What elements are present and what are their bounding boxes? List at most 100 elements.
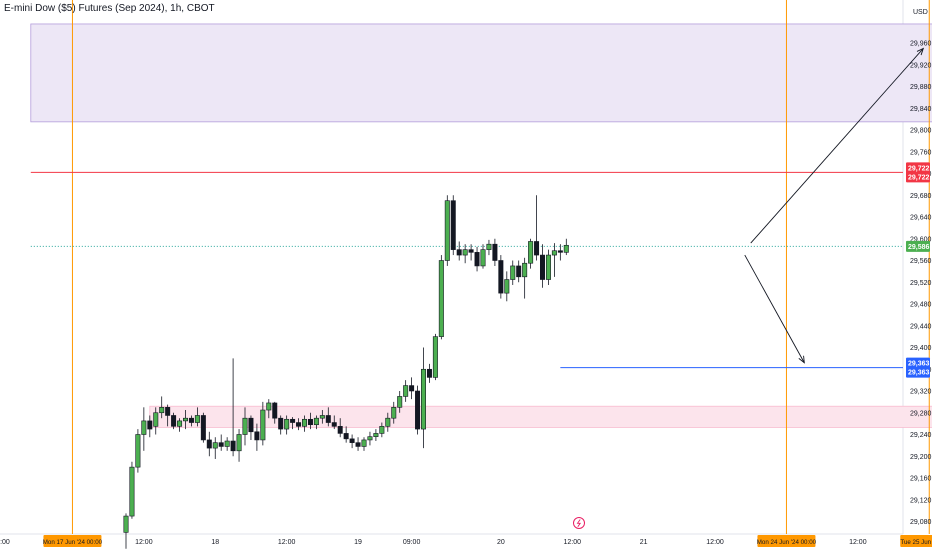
candle[interactable]: [432, 336, 438, 378]
candle[interactable]: [242, 417, 248, 435]
candle[interactable]: [147, 420, 153, 430]
candle[interactable]: [355, 442, 361, 447]
candle[interactable]: [284, 418, 290, 430]
candle[interactable]: [141, 420, 147, 435]
candle[interactable]: [212, 442, 218, 449]
candle[interactable]: [165, 407, 171, 416]
x-tick-label: 12:00: [563, 539, 581, 546]
last-price-tag-text: 29,586: [908, 244, 930, 251]
candle[interactable]: [397, 396, 403, 408]
candle[interactable]: [313, 417, 319, 426]
candle[interactable]: [194, 415, 200, 423]
candle[interactable]: [516, 265, 522, 278]
candle[interactable]: [498, 260, 504, 294]
candle[interactable]: [159, 407, 165, 414]
currency-label[interactable]: USD: [913, 9, 928, 16]
y-tick-label: 29,840: [910, 106, 932, 113]
candle[interactable]: [426, 368, 432, 378]
candle[interactable]: [361, 439, 367, 447]
candle[interactable]: [135, 434, 141, 468]
candle[interactable]: [236, 434, 242, 452]
red-level-tag: [906, 162, 930, 183]
candle[interactable]: [266, 402, 272, 411]
candle[interactable]: [188, 417, 194, 423]
x-tick-label: 21: [640, 539, 648, 546]
supply-zone[interactable]: [30, 23, 932, 123]
candle[interactable]: [438, 260, 444, 337]
x-tick-label: 18: [211, 539, 219, 546]
candle[interactable]: [385, 417, 391, 427]
candle[interactable]: [409, 385, 415, 392]
candle[interactable]: [206, 439, 212, 449]
candle[interactable]: [129, 466, 135, 517]
y-tick-label: 29,520: [910, 280, 932, 287]
y-tick-label: 29,760: [910, 149, 932, 156]
candle[interactable]: [177, 420, 183, 427]
candle[interactable]: [456, 249, 462, 256]
candle[interactable]: [462, 249, 468, 256]
y-tick-label: 29,120: [910, 497, 932, 504]
candle[interactable]: [444, 200, 450, 261]
candle[interactable]: [123, 515, 129, 533]
candle[interactable]: [218, 442, 224, 447]
candle[interactable]: [153, 412, 159, 427]
candle[interactable]: [450, 200, 456, 250]
y-tick-label: 29,960: [910, 41, 932, 48]
candle[interactable]: [171, 415, 177, 427]
candle[interactable]: [349, 438, 355, 443]
candle[interactable]: [557, 250, 563, 253]
candle[interactable]: [492, 243, 498, 261]
time-marker-tag: [900, 535, 932, 547]
candle[interactable]: [296, 422, 302, 427]
candle[interactable]: [379, 426, 385, 434]
y-tick-label: 29,480: [910, 302, 932, 309]
candle[interactable]: [403, 385, 409, 397]
candle[interactable]: [272, 402, 278, 419]
chart-title: E-mini Dow ($5) Futures (Sep 2024), 1h, …: [4, 3, 215, 14]
candle[interactable]: [391, 407, 397, 419]
time-marker-tag: [43, 535, 102, 547]
candle[interactable]: [468, 249, 474, 253]
candle[interactable]: [373, 433, 379, 437]
candle[interactable]: [534, 241, 540, 256]
candle[interactable]: [415, 390, 421, 430]
candle[interactable]: [474, 252, 480, 267]
candle[interactable]: [301, 418, 307, 427]
candle[interactable]: [260, 409, 266, 441]
lightning-icon-bolt: [576, 519, 582, 528]
candle[interactable]: [183, 417, 189, 422]
candle[interactable]: [539, 254, 545, 280]
candle[interactable]: [480, 249, 486, 267]
up-arrow[interactable]: [750, 48, 924, 244]
candle[interactable]: [343, 433, 349, 440]
candle[interactable]: [510, 265, 516, 280]
candle[interactable]: [420, 368, 426, 430]
candle[interactable]: [230, 440, 236, 452]
candle[interactable]: [254, 431, 260, 441]
candle[interactable]: [545, 254, 551, 280]
candle[interactable]: [504, 279, 510, 294]
candle[interactable]: [307, 418, 313, 426]
candle[interactable]: [248, 417, 254, 433]
red-level-tag-text: 29,722: [908, 165, 930, 172]
x-tick-label: 20: [497, 539, 505, 546]
candle[interactable]: [331, 422, 337, 427]
candle[interactable]: [224, 440, 230, 447]
candle[interactable]: [528, 241, 534, 264]
down-arrow[interactable]: [744, 254, 805, 363]
candle[interactable]: [367, 436, 373, 441]
candle[interactable]: [337, 426, 343, 434]
candle[interactable]: [486, 243, 492, 250]
candle[interactable]: [319, 415, 325, 419]
x-tick-label: 12:00: [706, 539, 724, 546]
candle[interactable]: [551, 250, 557, 256]
candle[interactable]: [200, 415, 206, 441]
candle[interactable]: [522, 262, 528, 278]
time-marker-tag: [757, 535, 816, 547]
candle[interactable]: [325, 415, 331, 423]
candle[interactable]: [278, 417, 284, 430]
candle[interactable]: [290, 418, 296, 423]
last-price-tag: [906, 240, 930, 252]
candle[interactable]: [563, 244, 569, 253]
